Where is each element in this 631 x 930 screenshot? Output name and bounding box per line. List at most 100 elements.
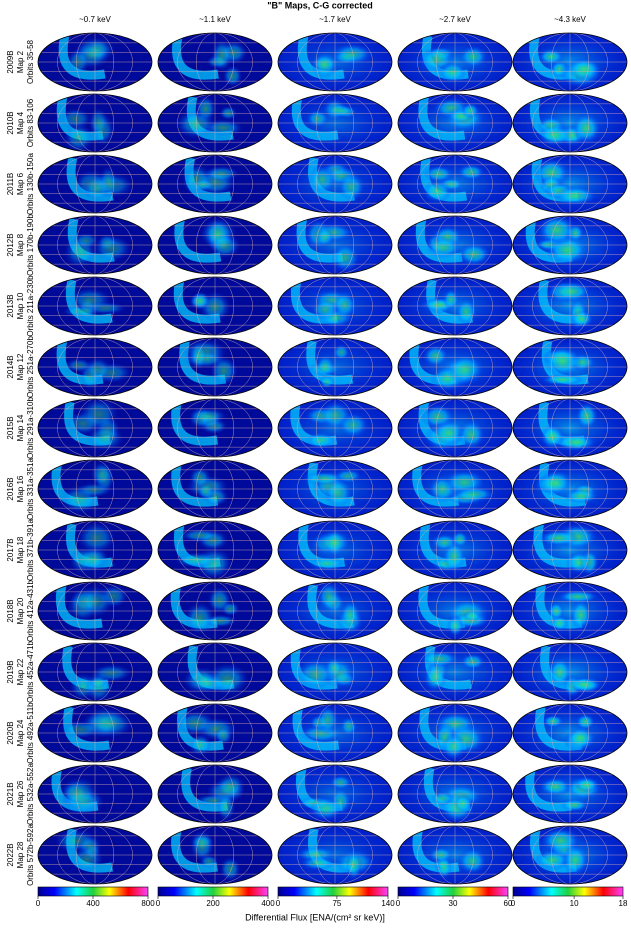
sky-map xyxy=(278,643,392,701)
emission xyxy=(553,185,597,206)
sky-map xyxy=(398,33,512,91)
row-label: Map 10 xyxy=(16,292,25,319)
sky-map xyxy=(513,338,627,396)
emission xyxy=(305,431,337,449)
map-outline xyxy=(37,337,153,397)
emission xyxy=(423,663,448,692)
map-outline xyxy=(37,581,153,641)
map-outline xyxy=(157,642,273,702)
colorbar-tick-label: 400 xyxy=(86,899,100,908)
sky-map xyxy=(158,704,272,762)
row-label: Map 14 xyxy=(16,414,25,441)
emission xyxy=(426,236,461,259)
map-outline xyxy=(277,337,393,397)
ribbon xyxy=(172,35,219,80)
emission xyxy=(92,235,131,262)
emission xyxy=(326,103,354,118)
emission xyxy=(296,659,335,690)
map-outline xyxy=(37,93,153,153)
emission xyxy=(548,657,572,688)
ribbon xyxy=(55,584,103,629)
sky-map xyxy=(398,643,512,701)
emission xyxy=(537,123,573,146)
emission xyxy=(184,602,215,634)
map-outline xyxy=(157,398,273,458)
map-outline xyxy=(512,459,628,519)
map-outline xyxy=(512,93,628,153)
colorbar-tick-label: 10 xyxy=(570,899,579,908)
map-outline xyxy=(512,32,628,92)
sky-map xyxy=(158,33,272,91)
sky-map xyxy=(38,277,152,335)
map-outline xyxy=(277,215,393,275)
emission xyxy=(570,599,592,631)
emission xyxy=(174,552,218,568)
colorbar-tick-label: 0 xyxy=(276,899,281,908)
map-outline xyxy=(277,459,393,519)
map-outline xyxy=(277,154,393,214)
colorbar-tick-label: 140 xyxy=(381,899,395,908)
row-label: Map 22 xyxy=(16,658,25,685)
emission xyxy=(90,461,113,487)
emission xyxy=(441,733,467,760)
map-outline xyxy=(512,276,628,336)
emission xyxy=(308,556,346,571)
sky-map xyxy=(513,216,627,274)
column-header: ~1.7 keV xyxy=(319,15,351,24)
sky-map xyxy=(513,399,627,457)
ribbon xyxy=(415,218,463,263)
sky-map xyxy=(158,216,272,274)
column-header: ~4.3 keV xyxy=(554,15,586,24)
sky-map xyxy=(398,826,512,884)
emission xyxy=(457,419,485,450)
colorbar-tick-label: 0 xyxy=(156,899,161,908)
sky-map xyxy=(278,277,392,335)
map-outline xyxy=(512,337,628,397)
ribbon xyxy=(171,401,219,446)
emission xyxy=(547,601,565,621)
colorbar xyxy=(37,886,149,897)
sky-map xyxy=(398,582,512,640)
emission xyxy=(216,792,236,821)
map-outline xyxy=(397,93,513,153)
row-label: Orbits 83-106 xyxy=(26,98,35,147)
colorbar xyxy=(277,886,389,897)
map-outline xyxy=(397,703,513,763)
sky-map xyxy=(513,460,627,518)
row-label: 2014B xyxy=(6,355,15,378)
sky-map xyxy=(278,216,392,274)
emission xyxy=(539,777,572,796)
emission xyxy=(190,830,215,862)
emission xyxy=(446,353,485,386)
map-outline xyxy=(277,764,393,824)
emission xyxy=(317,582,341,612)
emission xyxy=(73,232,99,249)
row-label: 2011B xyxy=(6,173,15,196)
map-outline xyxy=(157,215,273,275)
map-outline xyxy=(512,215,628,275)
sky-map xyxy=(38,826,152,884)
emission xyxy=(557,590,599,604)
map-outline xyxy=(277,93,393,153)
sky-map xyxy=(278,704,392,762)
map-outline xyxy=(397,520,513,580)
colorbar-tick-label: 75 xyxy=(332,899,341,908)
emission xyxy=(214,726,233,745)
sky-map xyxy=(513,155,627,213)
emission xyxy=(308,164,336,195)
ribbon xyxy=(174,218,222,263)
sky-map xyxy=(513,765,627,823)
row-label: Map 2 xyxy=(16,50,25,73)
emission xyxy=(197,483,214,501)
row-label: Orbits 130b-150a xyxy=(26,153,35,215)
row-label: 2013B xyxy=(6,294,15,317)
row-label: 2020B xyxy=(6,721,15,744)
sky-map xyxy=(278,94,392,152)
emission xyxy=(560,798,589,812)
row-label: 2009B xyxy=(6,50,15,73)
emission xyxy=(175,711,215,736)
emission xyxy=(89,676,107,689)
map-outline xyxy=(397,764,513,824)
emission xyxy=(538,469,573,496)
